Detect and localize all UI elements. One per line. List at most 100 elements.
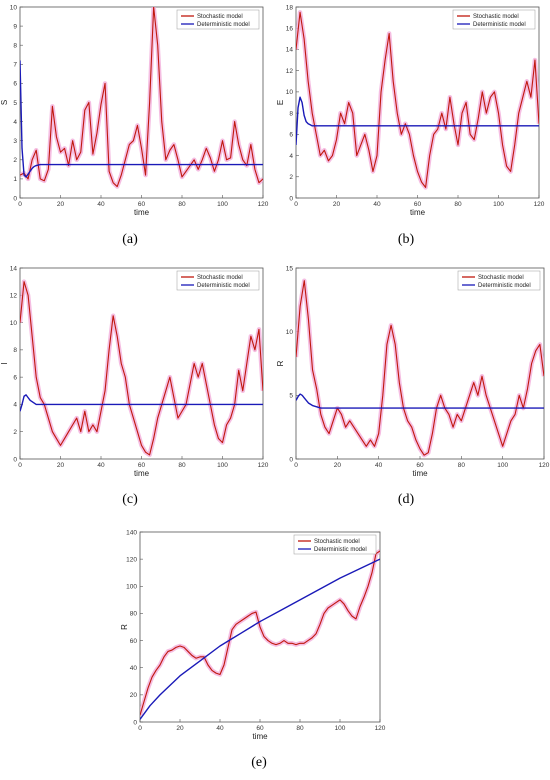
y-tick-label: 0: [13, 456, 17, 463]
series-stochastic-line: [20, 281, 263, 456]
y-tick-label: 12: [286, 68, 294, 75]
y-tick-label: 14: [286, 47, 294, 54]
x-tick-label: 20: [334, 462, 342, 469]
legend-box: [293, 534, 377, 555]
x-axis-title: time: [134, 469, 150, 478]
legend-entry: Deterministic model: [197, 283, 250, 289]
y-tick-label: 7: [13, 62, 17, 69]
chart-c: 0 20 40 60 80 100 120 0 2 4 6 8 10 12 14 time I Stochasti…: [0, 265, 269, 507]
legend-entry: Stochastic model: [197, 14, 243, 20]
legend-entry: Stochastic model: [197, 275, 243, 281]
y-tick-label: 9: [13, 23, 17, 30]
y-tick-label: 4: [13, 119, 17, 126]
y-tick-label: 6: [13, 374, 17, 381]
legend-entry: Deterministic model: [314, 547, 367, 553]
series-stochastic-line: [296, 11, 539, 188]
legend: Stochastic model Deterministic model: [176, 270, 260, 291]
legend-entry: Stochastic model: [473, 14, 519, 20]
x-tick-label: 120: [258, 462, 269, 469]
x-tick-label: 100: [217, 462, 228, 469]
chart-b: 0 20 40 60 80 100 120 0 2 4 6 8 10 12 14 16 18 time E Stoch…: [276, 4, 545, 247]
x-tick-label: 20: [57, 462, 65, 469]
x-tick-label: 120: [375, 725, 386, 732]
plot-area: [19, 267, 264, 460]
y-tick-label: 0: [133, 719, 137, 726]
y-tick-label: 120: [126, 556, 137, 563]
chart-e: 0 20 40 60 80 100 120 0 20 40 60 80 100 120 140 time R St…: [120, 529, 386, 770]
y-tick-label: 14: [10, 265, 18, 272]
y-tick-label: 80: [130, 611, 138, 618]
y-axis-title: I: [0, 362, 9, 364]
legend-box: [176, 9, 260, 30]
y-tick-label: 10: [10, 4, 18, 11]
series-deterministic-line: [20, 394, 263, 412]
legend-entry: Stochastic model: [314, 539, 360, 545]
legend-entry: Stochastic model: [478, 275, 524, 281]
x-tick-label: 40: [375, 462, 383, 469]
y-tick-label: 6: [289, 132, 293, 139]
y-tick-label: 20: [130, 692, 138, 699]
y-tick-label: 2: [289, 174, 293, 181]
x-tick-label: 0: [294, 462, 298, 469]
x-tick-label: 80: [458, 462, 466, 469]
y-tick-label: 15: [286, 265, 294, 272]
x-tick-label: 40: [216, 725, 224, 732]
plot-area: [19, 6, 264, 199]
x-tick-label: 100: [217, 201, 228, 208]
legend: Stochastic model Deterministic model: [293, 534, 377, 555]
x-tick-label: 60: [416, 462, 424, 469]
panel-label: (c): [122, 492, 138, 507]
y-tick-label: 0: [13, 195, 17, 202]
x-tick-label: 100: [335, 725, 346, 732]
y-axis-title: S: [0, 100, 9, 105]
y-tick-label: 10: [286, 89, 294, 96]
y-tick-label: 60: [130, 638, 138, 645]
y-tick-label: 12: [10, 293, 18, 300]
panel-label: (e): [251, 755, 267, 770]
x-tick-label: 20: [176, 725, 184, 732]
y-tick-label: 6: [13, 81, 17, 88]
y-tick-label: 1: [13, 176, 17, 183]
series-stochastic-line: [20, 7, 263, 188]
x-tick-label: 0: [138, 725, 142, 732]
series-stochastic-line: [140, 550, 380, 716]
legend-box: [457, 270, 541, 291]
x-tick-label: 60: [138, 462, 146, 469]
x-tick-label: 120: [539, 462, 550, 469]
legend: Stochastic model Deterministic model: [457, 270, 541, 291]
legend: Stochastic model Deterministic model: [452, 9, 536, 30]
x-tick-label: 120: [534, 201, 545, 208]
x-tick-label: 80: [178, 462, 186, 469]
y-tick-label: 8: [13, 347, 17, 354]
y-tick-label: 5: [13, 100, 17, 107]
x-tick-label: 0: [18, 462, 22, 469]
plot-area: [295, 267, 545, 460]
x-tick-label: 40: [97, 201, 105, 208]
y-tick-label: 140: [126, 529, 137, 536]
y-axis-title: R: [120, 624, 129, 630]
legend-box: [452, 9, 536, 30]
y-tick-label: 16: [286, 26, 294, 33]
y-tick-label: 3: [13, 138, 17, 145]
x-tick-label: 40: [97, 462, 105, 469]
chart-d: 0 20 40 60 80 100 120 0 5 10 15 time R Stochastic mod…: [276, 265, 550, 507]
legend-entry: Deterministic model: [197, 22, 250, 28]
y-axis-title: E: [276, 100, 285, 105]
y-tick-label: 0: [289, 456, 293, 463]
series-deterministic-line: [140, 558, 380, 720]
legend: Stochastic model Deterministic model: [176, 9, 260, 30]
x-axis-title: time: [410, 208, 426, 217]
y-tick-label: 8: [289, 110, 293, 117]
series-deterministic-line: [20, 60, 263, 178]
x-tick-label: 80: [296, 725, 304, 732]
x-axis-title: time: [412, 469, 428, 478]
y-tick-label: 2: [13, 429, 17, 436]
y-tick-label: 0: [289, 195, 293, 202]
x-tick-label: 60: [256, 725, 264, 732]
x-tick-label: 20: [333, 201, 341, 208]
y-tick-label: 4: [13, 402, 17, 409]
y-tick-label: 40: [130, 665, 138, 672]
legend-entry: Deterministic model: [473, 22, 526, 28]
x-tick-label: 40: [373, 201, 381, 208]
